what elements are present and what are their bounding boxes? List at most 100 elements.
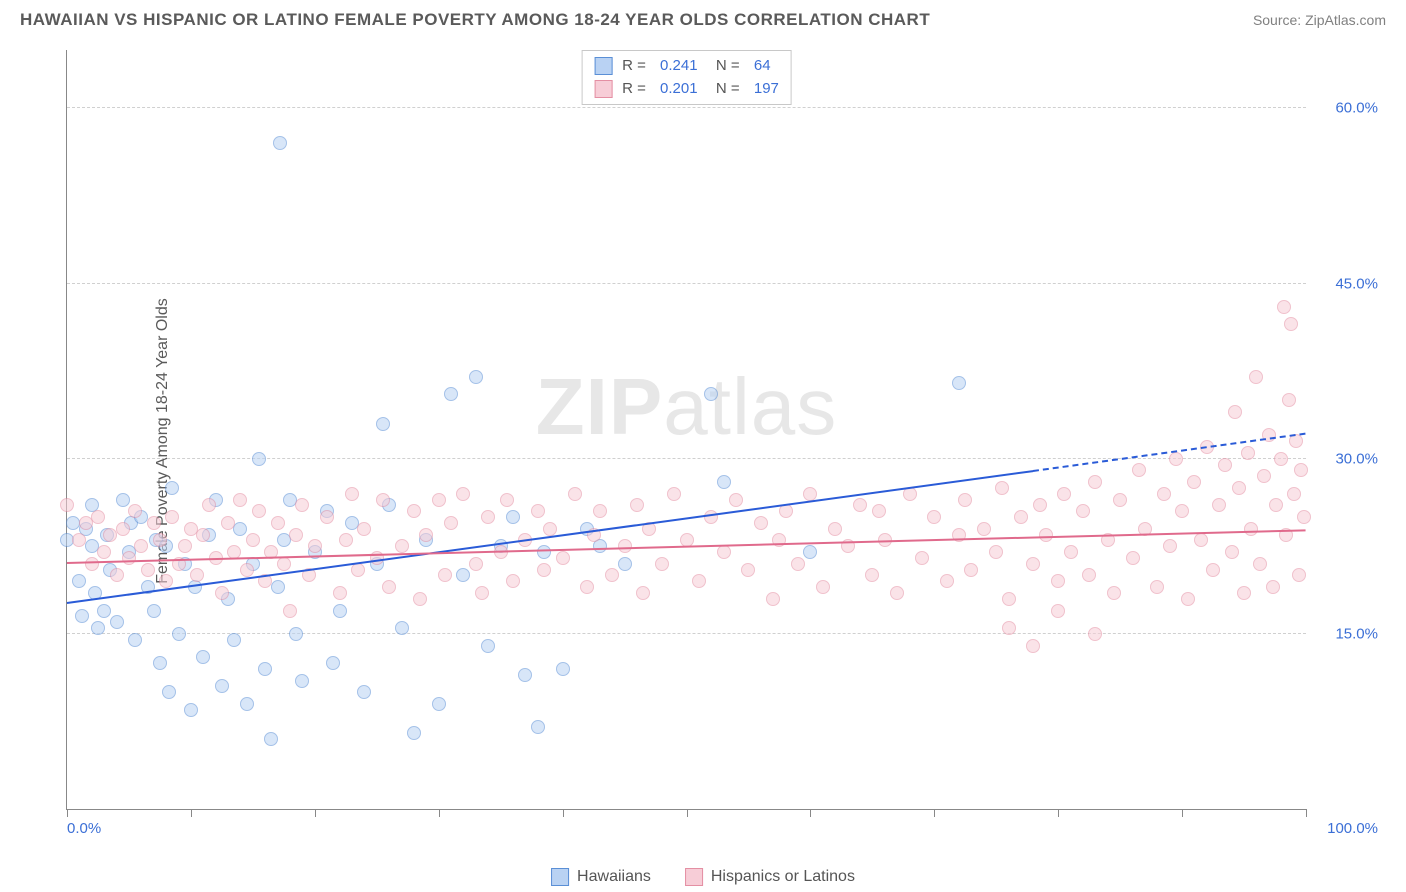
data-point [240, 697, 254, 711]
data-point [456, 568, 470, 582]
n-value-hawaiians: 64 [754, 55, 771, 78]
x-tick [439, 809, 440, 817]
x-tick [191, 809, 192, 817]
data-point [816, 580, 830, 594]
data-point [469, 557, 483, 571]
data-point [407, 726, 421, 740]
data-point [1033, 498, 1047, 512]
data-point [1274, 452, 1288, 466]
data-point [853, 498, 867, 512]
data-point [865, 568, 879, 582]
data-point [91, 510, 105, 524]
data-point [202, 498, 216, 512]
data-point [1157, 487, 1171, 501]
data-point [134, 539, 148, 553]
data-point [215, 679, 229, 693]
data-point [333, 604, 347, 618]
data-point [444, 516, 458, 530]
data-point [556, 551, 570, 565]
data-point [196, 528, 210, 542]
data-point [791, 557, 805, 571]
data-point [1039, 528, 1053, 542]
data-point [172, 627, 186, 641]
data-point [1294, 463, 1308, 477]
data-point [1150, 580, 1164, 594]
chart-container: Female Poverty Among 18-24 Year Olds ZIP… [48, 50, 1386, 832]
data-point [333, 586, 347, 600]
data-point [273, 136, 287, 150]
data-point [153, 533, 167, 547]
data-point [1253, 557, 1267, 571]
data-point [1088, 475, 1102, 489]
data-point [630, 498, 644, 512]
legend-label-hispanics: Hispanics or Latinos [711, 868, 855, 886]
data-point [1292, 568, 1306, 582]
y-tick-label: 30.0% [1335, 450, 1378, 467]
data-point [952, 376, 966, 390]
data-point [1266, 580, 1280, 594]
data-point [568, 487, 582, 501]
data-point [729, 493, 743, 507]
r-value-hispanics: 0.201 [660, 78, 698, 101]
data-point [692, 574, 706, 588]
data-point [518, 668, 532, 682]
data-point [438, 568, 452, 582]
data-point [271, 516, 285, 530]
stats-row-hispanics: R = 0.201 N = 197 [594, 78, 779, 101]
data-point [469, 370, 483, 384]
data-point [382, 580, 396, 594]
data-point [828, 522, 842, 536]
x-tick [934, 809, 935, 817]
data-point [153, 656, 167, 670]
data-point [1237, 586, 1251, 600]
data-point [75, 609, 89, 623]
data-point [116, 522, 130, 536]
data-point [252, 504, 266, 518]
data-point [1187, 475, 1201, 489]
gridline [67, 283, 1306, 284]
n-value-hispanics: 197 [754, 78, 779, 101]
data-point [803, 545, 817, 559]
data-point [958, 493, 972, 507]
data-point [1232, 481, 1246, 495]
data-point [890, 586, 904, 600]
data-point [456, 487, 470, 501]
data-point [190, 568, 204, 582]
data-point [717, 545, 731, 559]
data-point [395, 621, 409, 635]
data-point [252, 452, 266, 466]
data-point [128, 504, 142, 518]
x-label-max: 100.0% [1327, 820, 1378, 837]
data-point [432, 697, 446, 711]
data-point [162, 685, 176, 699]
data-point [1249, 370, 1263, 384]
data-point [500, 493, 514, 507]
data-point [940, 574, 954, 588]
data-point [1228, 405, 1242, 419]
data-point [233, 493, 247, 507]
data-point [1169, 452, 1183, 466]
data-point [872, 504, 886, 518]
data-point [289, 528, 303, 542]
data-point [506, 510, 520, 524]
x-tick [315, 809, 316, 817]
data-point [927, 510, 941, 524]
data-point [1212, 498, 1226, 512]
data-point [1175, 504, 1189, 518]
data-point [320, 510, 334, 524]
data-point [147, 604, 161, 618]
data-point [110, 615, 124, 629]
data-point [1014, 510, 1028, 524]
data-point [221, 516, 235, 530]
data-point [128, 633, 142, 647]
data-point [444, 387, 458, 401]
data-point [419, 528, 433, 542]
data-point [246, 533, 260, 547]
data-point [376, 417, 390, 431]
data-point [1076, 504, 1090, 518]
data-point [289, 627, 303, 641]
r-value-hawaiians: 0.241 [660, 55, 698, 78]
data-point [1132, 463, 1146, 477]
data-point [295, 498, 309, 512]
data-point [1051, 604, 1065, 618]
